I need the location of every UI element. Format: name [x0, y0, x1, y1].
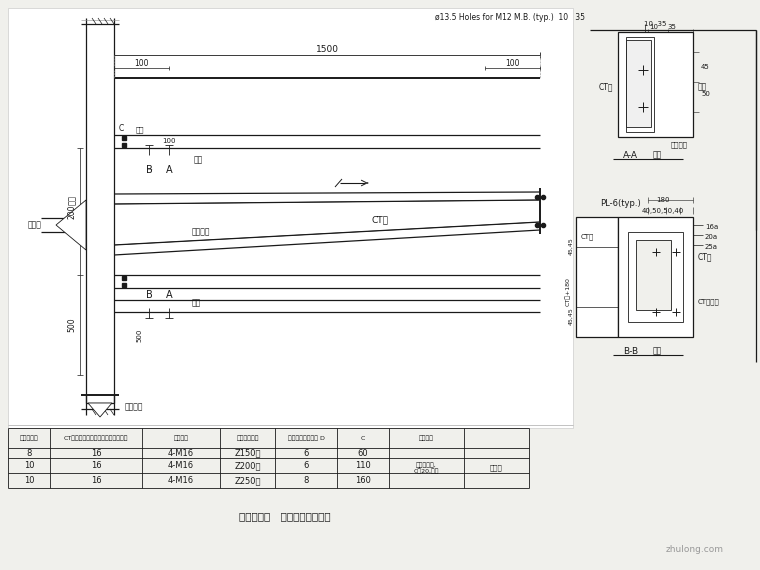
- Text: 16a: 16a: [705, 224, 718, 230]
- Text: zhulong.com: zhulong.com: [666, 545, 724, 555]
- Text: 8: 8: [303, 476, 309, 485]
- Text: 10: 10: [24, 461, 34, 470]
- Text: 墙梁规格: 墙梁规格: [173, 435, 188, 441]
- Text: 断面: 断面: [653, 347, 662, 356]
- Text: C: C: [119, 124, 124, 133]
- Text: A: A: [166, 165, 173, 175]
- Text: 500: 500: [68, 317, 77, 332]
- Text: 墙梁: 墙梁: [698, 83, 708, 92]
- Polygon shape: [88, 403, 112, 417]
- Text: B: B: [146, 165, 152, 175]
- Text: 25a: 25a: [705, 244, 718, 250]
- Bar: [636, 240, 671, 310]
- Bar: [628, 232, 683, 322]
- Text: 当地层负风,
C取20,其他: 当地层负风, C取20,其他: [413, 462, 439, 474]
- Text: 4-M16: 4-M16: [168, 476, 194, 485]
- Text: ø13.5 Holes for M12 M.B. (typ.)  10   35: ø13.5 Holes for M12 M.B. (typ.) 10 35: [435, 14, 585, 22]
- Bar: [618, 217, 693, 337]
- Text: 100: 100: [162, 138, 176, 144]
- Text: 110: 110: [355, 461, 371, 470]
- Text: CT梁: CT梁: [698, 253, 713, 262]
- Text: 墙较充满: 墙较充满: [671, 142, 688, 148]
- Text: 力墙标高: 力墙标高: [125, 402, 144, 412]
- Text: 8: 8: [27, 449, 32, 458]
- Text: 加劲板厚度: 加劲板厚度: [20, 435, 38, 441]
- Text: 45,45: 45,45: [568, 307, 574, 325]
- Text: 1500: 1500: [315, 44, 338, 54]
- Text: B: B: [146, 290, 152, 300]
- Bar: [576, 217, 618, 337]
- Text: 10  35: 10 35: [644, 21, 667, 27]
- Text: A-A: A-A: [623, 150, 638, 160]
- Text: 6: 6: [303, 449, 309, 458]
- Text: 180: 180: [656, 197, 670, 203]
- Text: 墙梁: 墙梁: [192, 299, 201, 307]
- Text: 雨篷数量: 雨篷数量: [419, 435, 434, 441]
- Bar: [8, 8, 573, 428]
- Text: C: C: [361, 435, 366, 441]
- Text: 墙梁拼板厚度: 墙梁拼板厚度: [236, 435, 258, 441]
- Text: 墙梁: 墙梁: [136, 127, 144, 133]
- Text: 4-M16: 4-M16: [168, 449, 194, 458]
- Bar: [618, 32, 693, 137]
- Bar: [626, 40, 651, 127]
- Text: 6: 6: [303, 461, 309, 470]
- Text: 45: 45: [701, 64, 710, 70]
- Text: 墙梁: 墙梁: [194, 156, 203, 165]
- Text: 500: 500: [136, 328, 142, 341]
- Bar: [626, 37, 654, 132]
- Text: 100: 100: [505, 59, 520, 67]
- Text: Z200型: Z200型: [234, 461, 261, 470]
- Text: 40,50,50,40: 40,50,50,40: [642, 208, 684, 214]
- Text: 墙梁拼板开孔间距 D: 墙梁拼板开孔间距 D: [287, 435, 325, 441]
- Text: 50: 50: [701, 91, 710, 97]
- Text: 35: 35: [667, 24, 676, 30]
- Text: A: A: [166, 290, 173, 300]
- Text: 100: 100: [135, 59, 149, 67]
- Text: Z150型: Z150型: [234, 449, 261, 458]
- Text: 16: 16: [90, 461, 101, 470]
- Polygon shape: [56, 200, 86, 250]
- Text: 45,45: 45,45: [568, 237, 574, 255]
- Text: 200: 200: [68, 204, 77, 219]
- Text: CT梁: CT梁: [372, 215, 388, 225]
- Text: CT梁腔板厚度高度罚处等直径、直径: CT梁腔板厚度高度罚处等直径、直径: [64, 435, 128, 441]
- Text: —: —: [146, 168, 152, 173]
- Text: 16: 16: [90, 449, 101, 458]
- Text: 10: 10: [650, 24, 658, 30]
- Text: 16: 16: [90, 476, 101, 485]
- Text: CT梁: CT梁: [599, 83, 613, 92]
- Text: 160: 160: [355, 476, 371, 485]
- Text: 雨篷详图一 （与钉柱轴相连）: 雨篷详图一 （与钉柱轴相连）: [239, 511, 331, 521]
- Text: CT梁: CT梁: [581, 234, 594, 241]
- Text: Z250型: Z250型: [234, 476, 261, 485]
- Text: 20a: 20a: [705, 234, 718, 240]
- Text: 4-M16: 4-M16: [168, 461, 194, 470]
- Text: 加劲板: 加劲板: [27, 221, 41, 230]
- Text: 钉柱: 钉柱: [68, 195, 77, 205]
- Text: B-B: B-B: [623, 347, 638, 356]
- Text: PL-6(typ.): PL-6(typ.): [600, 198, 641, 207]
- Text: 60: 60: [358, 449, 369, 458]
- Text: 10: 10: [24, 476, 34, 485]
- Text: 断面: 断面: [653, 150, 662, 160]
- Text: CT梁规格: CT梁规格: [698, 299, 720, 306]
- Text: 按规范: 按规范: [490, 465, 503, 471]
- Text: CT梁+180: CT梁+180: [565, 277, 571, 306]
- Text: 墙梁接姊: 墙梁接姊: [192, 227, 211, 237]
